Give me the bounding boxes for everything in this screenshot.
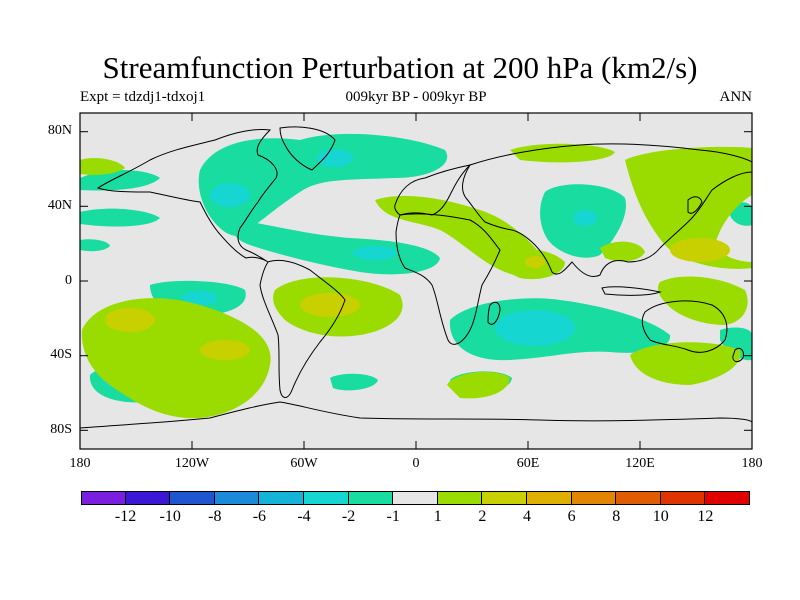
- core-north-atlantic: [210, 183, 250, 207]
- core-indian-ocean: [495, 310, 575, 346]
- colorbar-box: [81, 491, 126, 505]
- colorbar-label: 2: [478, 508, 487, 525]
- colorbar-box: [482, 491, 527, 505]
- colorbar-label: -4: [297, 508, 311, 525]
- colorbar-label: 4: [523, 508, 531, 525]
- coast-new-zealand: [732, 347, 744, 363]
- coast-north-america: [96, 129, 278, 263]
- colorbar-label: -1: [386, 508, 400, 525]
- colorbar-label: -2: [341, 508, 356, 525]
- coast-indonesia: [601, 286, 662, 296]
- lat-label-40n: 40N: [47, 198, 72, 213]
- coast-antarctica: [80, 401, 752, 429]
- colorbar-box: [214, 491, 260, 505]
- strong-positive-cores: [105, 238, 730, 360]
- colorbar-box: [259, 491, 304, 505]
- colorbar-label: -10: [159, 508, 181, 525]
- period-label: 009kyr BP - 009kyr BP: [345, 89, 487, 105]
- lon-ticks: [79, 113, 753, 449]
- core-south-pacific-west: [105, 308, 155, 332]
- lat-label-eq: 0: [65, 273, 72, 288]
- coastlines: [80, 126, 752, 429]
- region-south-atlantic-small-low: [330, 373, 378, 391]
- colorbar-box: [660, 491, 706, 505]
- colorbar-label: 6: [567, 508, 576, 525]
- colorbar-label: 1: [433, 508, 442, 525]
- colorbar-box: [348, 491, 394, 505]
- colorbar-box: [527, 491, 572, 505]
- region-tropical-atlantic-low: [232, 220, 440, 275]
- colorbar-label: 12: [697, 508, 714, 525]
- lon-label-120w: 120W: [174, 456, 210, 471]
- lon-label-180w: 180: [69, 456, 91, 471]
- lat-ticks: [80, 131, 752, 431]
- region-pacific-tropic-low: [80, 239, 110, 252]
- colorbar-box: [170, 491, 215, 505]
- season-label: ANN: [719, 89, 753, 105]
- colorbar-box: [393, 491, 438, 505]
- core-north-pacific: [670, 238, 730, 262]
- colorbar-box: [125, 491, 171, 505]
- core-asia: [573, 210, 597, 226]
- colorbar-label: 10: [652, 508, 669, 525]
- core-south-pacific-east: [200, 340, 250, 360]
- colorbar-box: [616, 491, 661, 505]
- coast-madagascar: [487, 301, 501, 325]
- colorbar-label: -12: [114, 508, 137, 525]
- region-pacific-west-low: [80, 208, 160, 227]
- core-tropical-atlantic: [353, 246, 397, 260]
- lon-label-60e: 60E: [516, 456, 540, 471]
- lat-label-40s: 40S: [50, 347, 72, 362]
- region-australia-high: [657, 276, 748, 325]
- lat-label-80s: 80S: [50, 422, 72, 437]
- region-arctic-east: [510, 143, 615, 163]
- lon-label-120e: 120E: [625, 456, 655, 471]
- colorbar-box: [304, 491, 349, 505]
- region-south-atlantic-high: [447, 371, 510, 399]
- coast-south-america: [259, 259, 346, 398]
- region-southeast-asia-high: [600, 241, 645, 262]
- region-eurasia-high: [375, 195, 546, 277]
- lon-label-0: 0: [412, 456, 420, 471]
- colorbar-label: -8: [208, 508, 222, 525]
- colorbar-box: [705, 491, 750, 505]
- core-india: [525, 256, 545, 268]
- lon-label-180e: 180: [741, 456, 763, 471]
- region-north-atlantic-high: [80, 157, 125, 175]
- coast-asia: [462, 143, 752, 277]
- colorbar-box: [437, 491, 483, 505]
- region-south-indian-high: [630, 342, 741, 385]
- colorbar-label: -6: [252, 508, 267, 525]
- region-north-atlantic-low: [198, 133, 448, 236]
- coast-australia: [641, 300, 728, 353]
- coast-greenland: [279, 126, 336, 171]
- region-north-pacific-band: [80, 170, 160, 191]
- experiment-label: Expt = tdzdj1-tdxoj1: [80, 89, 206, 105]
- core-south-america: [300, 293, 360, 317]
- colorbar-box: [571, 491, 617, 505]
- core-labrador: [317, 149, 353, 167]
- lon-label-60w: 60W: [290, 456, 318, 471]
- coast-japan: [687, 196, 703, 214]
- colorbar-label: 8: [612, 508, 621, 525]
- region-australia-east-low: [720, 327, 752, 361]
- coast-africa: [395, 213, 501, 345]
- plot-title: Streamfunction Perturbation at 200 hPa (…: [102, 50, 698, 85]
- lat-label-80n: 80N: [47, 123, 72, 138]
- core-south-pacific: [182, 291, 218, 305]
